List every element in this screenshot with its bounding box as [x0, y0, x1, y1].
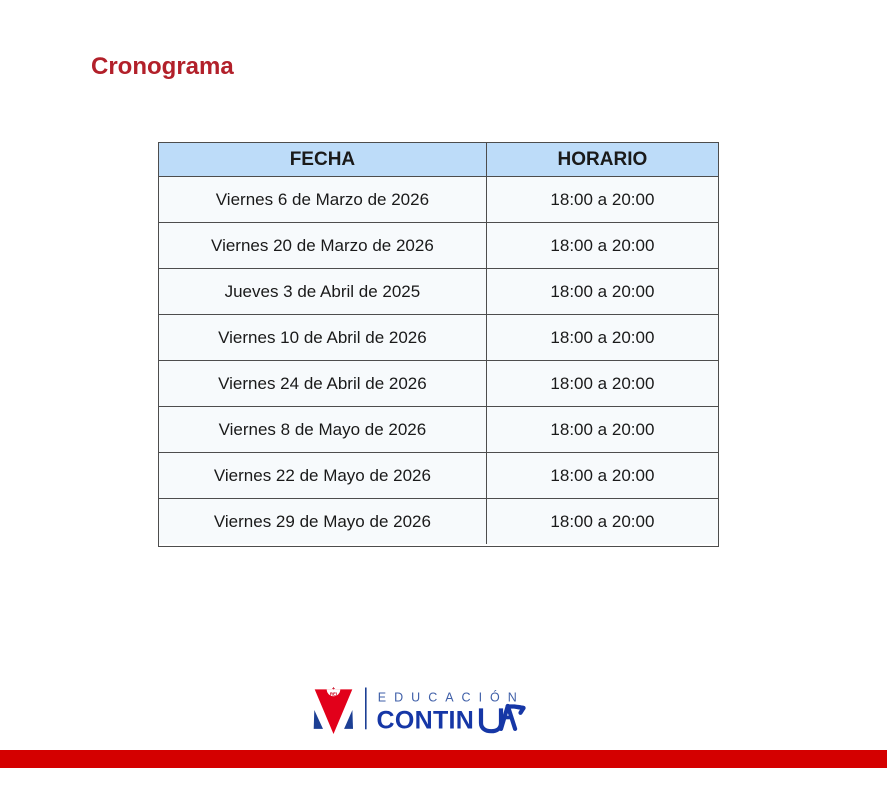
svg-text:EDUCACIÓN: EDUCACIÓN: [378, 690, 525, 705]
svg-text:CONTIN: CONTIN: [377, 707, 475, 735]
svg-text:REI: REI: [330, 692, 337, 697]
